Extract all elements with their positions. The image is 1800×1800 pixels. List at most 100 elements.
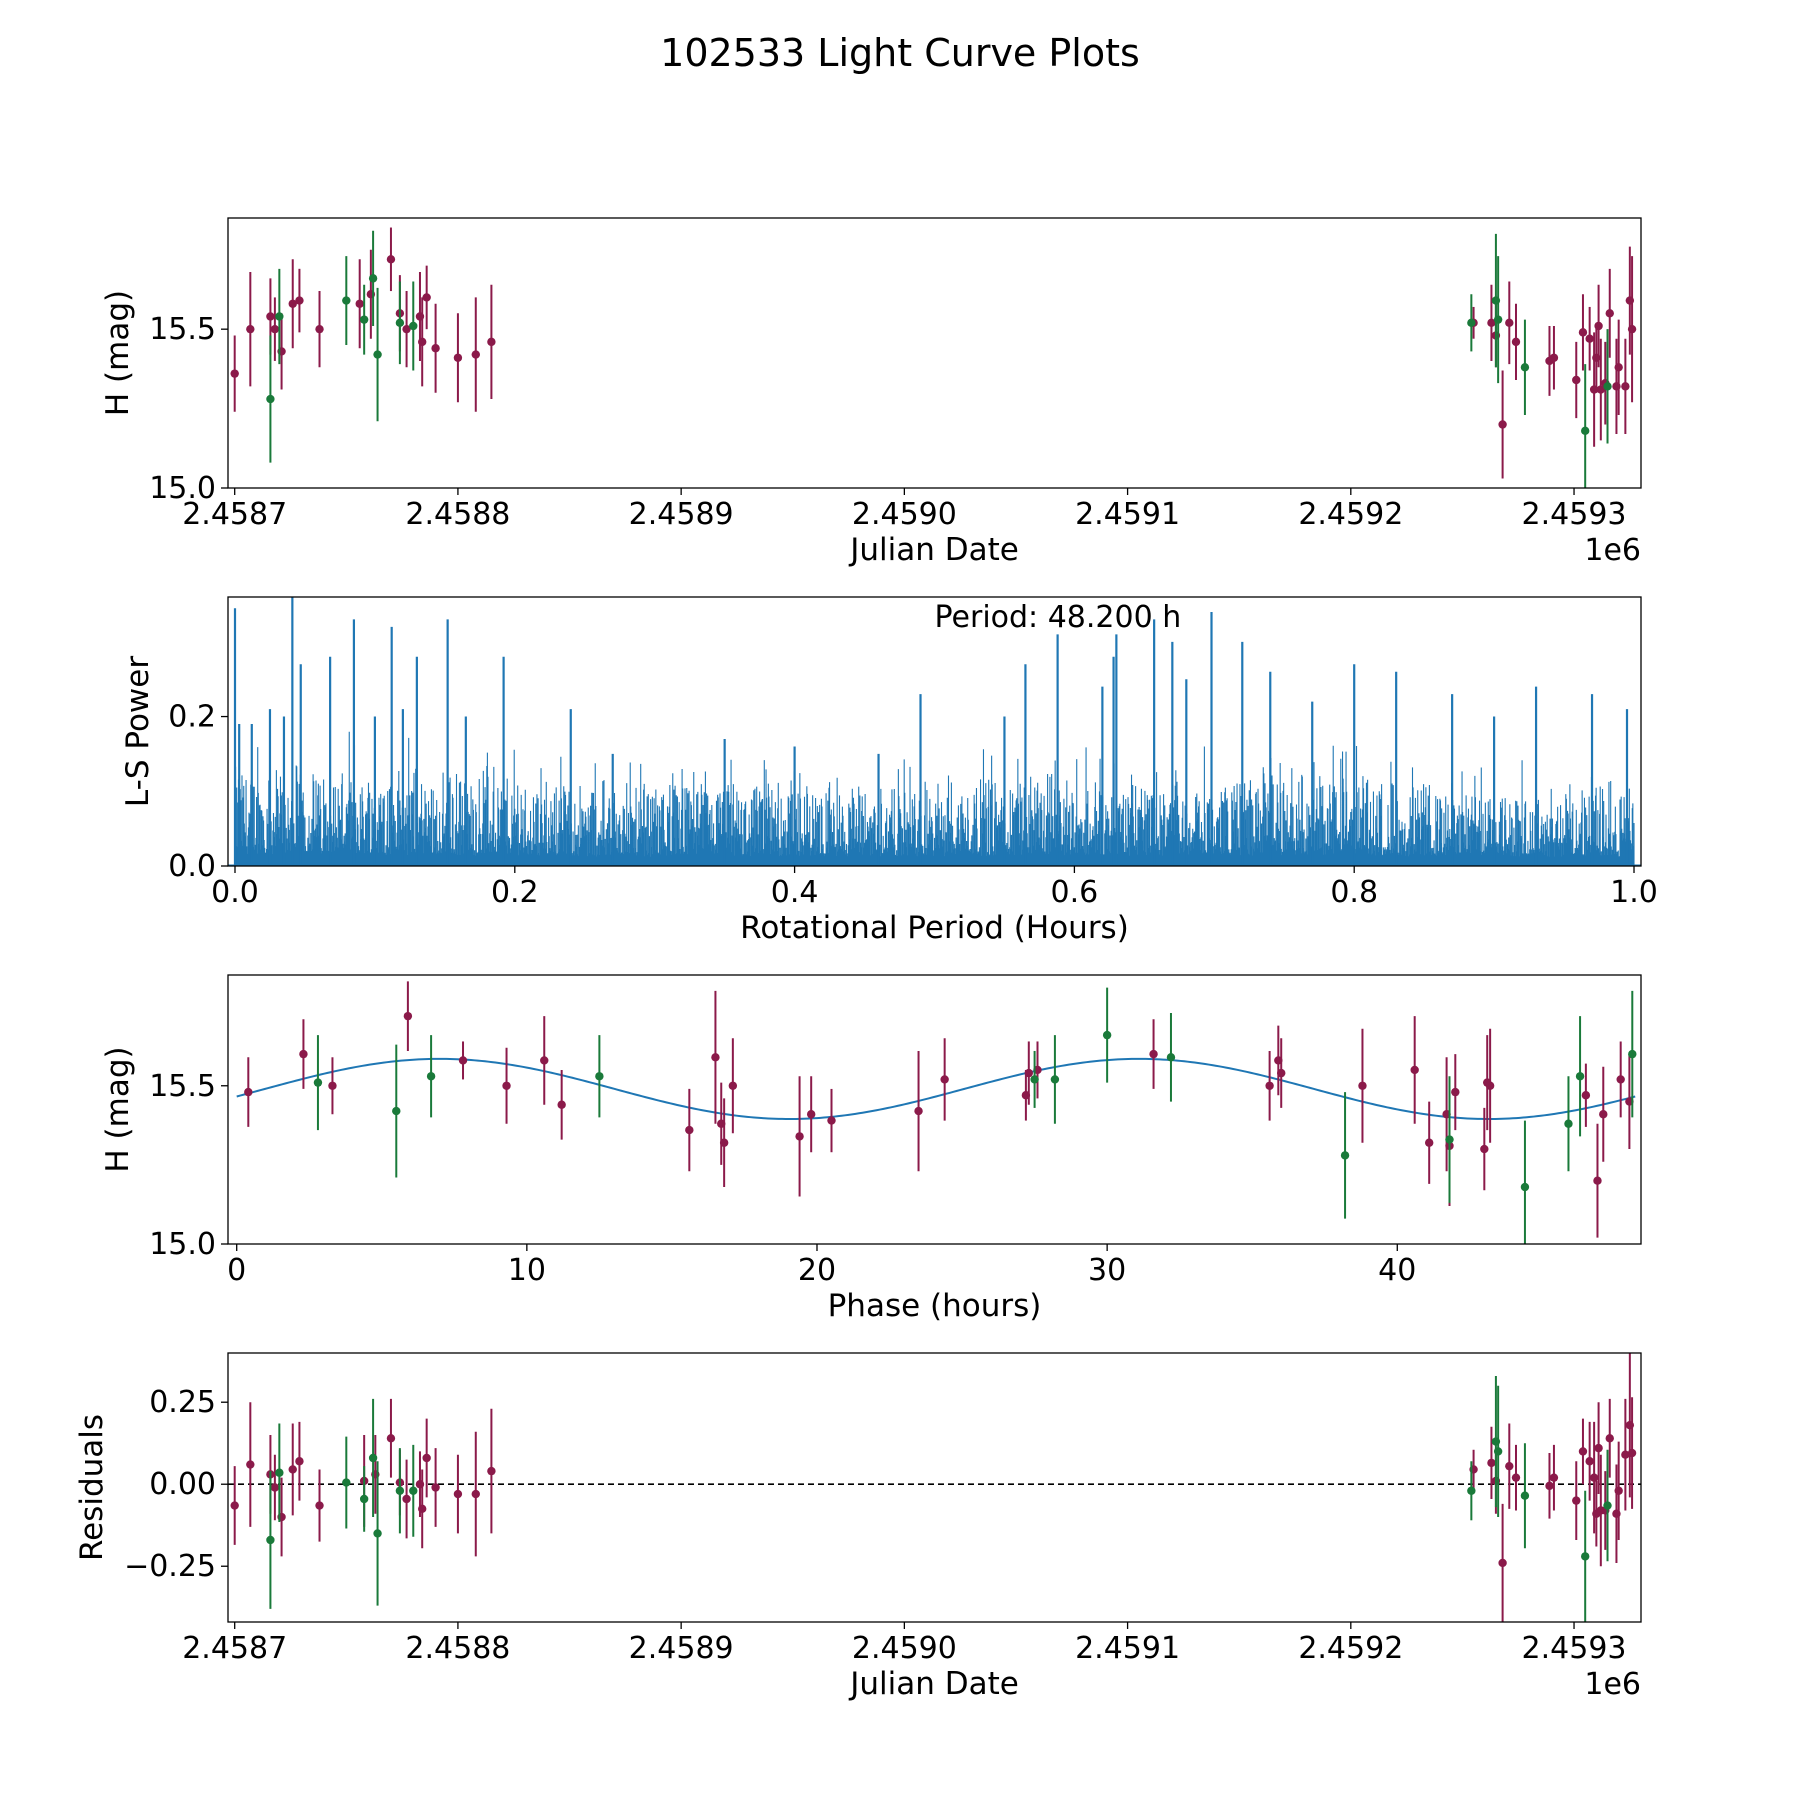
data-point: [246, 1460, 255, 1469]
x-axis-label: Julian Date: [848, 532, 1019, 568]
x-tick-label: 2.4593: [1522, 1631, 1627, 1666]
data-point: [386, 255, 396, 264]
data-point: [806, 1110, 816, 1119]
y-tick-label: 15.5: [149, 312, 216, 347]
data-point: [1580, 426, 1590, 436]
data-point: [1050, 1075, 1060, 1084]
y-tick-label: 15.0: [149, 471, 216, 506]
data-point: [1549, 353, 1559, 362]
x-tick-label: 0.4: [771, 875, 819, 910]
data-point: [1102, 1030, 1112, 1040]
data-point: [458, 1056, 468, 1065]
data-point: [266, 394, 275, 404]
data-point: [386, 1434, 396, 1443]
plot-area-periodogram: [228, 597, 1641, 866]
data-point: [328, 1081, 337, 1090]
axes-frame: [227, 596, 1642, 867]
data-point: [1580, 1552, 1590, 1561]
data-point: [1545, 1481, 1554, 1491]
data-point: [795, 1132, 804, 1141]
x-offset-label: 1e6: [1584, 1667, 1641, 1702]
data-point: [275, 1468, 284, 1477]
plot-area-phased: [236, 981, 1637, 1244]
data-point: [395, 318, 405, 328]
data-point: [392, 1106, 401, 1116]
panel-phased: 0 10 20 30 40 15.0 15.5 Phase (hours) H (mag): [100, 974, 1642, 1324]
data-point: [1599, 1110, 1608, 1119]
panel-residuals: 2.4587 2.4588 2.4589 2.4590 2.4591 2.4592 2.45…: [74, 1352, 1642, 1702]
data-point: [1485, 1081, 1495, 1090]
data-point: [1410, 1065, 1419, 1075]
data-point: [1505, 1461, 1514, 1471]
data-point: [373, 350, 382, 359]
data-point: [1149, 1049, 1158, 1059]
x-tick-label: 1.0: [1610, 875, 1658, 910]
data-point: [1589, 1473, 1599, 1482]
data-point: [1498, 420, 1507, 429]
data-point: [368, 1453, 378, 1463]
data-point: [295, 1457, 304, 1466]
data-point: [299, 1049, 308, 1059]
x-tick-label: 2.4592: [1298, 1631, 1403, 1666]
data-point: [403, 1011, 413, 1021]
data-point: [355, 299, 364, 308]
data-point: [1572, 375, 1581, 385]
data-point: [230, 1501, 239, 1510]
data-point: [315, 324, 324, 334]
data-point: [487, 337, 496, 347]
data-point: [402, 324, 411, 334]
x-tick-label: 2.4587: [182, 497, 287, 532]
data-point: [1575, 1072, 1585, 1081]
y-axis-label: H (mag): [100, 1046, 136, 1172]
data-point: [453, 353, 463, 362]
data-point: [1166, 1053, 1176, 1062]
data-point: [1596, 385, 1606, 394]
data-point: [1445, 1135, 1454, 1144]
x-axis-label: Julian Date: [848, 1666, 1019, 1702]
data-point: [1627, 324, 1637, 334]
data-point: [827, 1116, 836, 1125]
x-tick-label: 2.4593: [1522, 497, 1627, 532]
data-point: [1614, 1486, 1623, 1495]
data-point: [1520, 1491, 1530, 1500]
data-point: [728, 1081, 738, 1090]
data-point: [1594, 1443, 1603, 1453]
data-point: [266, 312, 275, 321]
data-point: [1628, 1049, 1637, 1059]
data-point: [342, 296, 351, 305]
data-point: [1265, 1081, 1274, 1090]
data-point: [409, 1486, 418, 1495]
data-point: [422, 1453, 431, 1463]
y-tick-label: 0.0: [168, 849, 216, 884]
data-point: [426, 1072, 436, 1081]
data-point: [1424, 1138, 1434, 1147]
x-tick-label: 2.4592: [1298, 497, 1403, 532]
y-tick-label: 0.2: [168, 700, 216, 735]
period-annotation: Period: 48.200 h: [935, 600, 1182, 635]
data-point: [1467, 318, 1476, 328]
axes-frame: [227, 1352, 1642, 1623]
axes-frame: [227, 974, 1642, 1245]
data-point: [940, 1075, 949, 1084]
y-axis-label: Residuals: [74, 1414, 110, 1561]
data-point: [288, 299, 297, 308]
data-point: [368, 274, 378, 283]
data-point: [1593, 1176, 1602, 1185]
data-point: [471, 350, 480, 359]
data-point: [431, 344, 440, 353]
data-point: [230, 369, 239, 378]
x-tick-label: 0.2: [491, 875, 539, 910]
x-tick-label: 2.4588: [405, 1631, 510, 1666]
x-axis-label: Phase (hours): [828, 1288, 1042, 1324]
y-tick-label: −0.25: [124, 1549, 216, 1584]
x-tick-label: 0: [227, 1253, 246, 1288]
data-point: [1585, 334, 1594, 343]
y-tick-label: 0.00: [149, 1467, 216, 1502]
data-point: [540, 1056, 549, 1065]
data-point: [295, 296, 304, 305]
x-tick-label: 2.4589: [629, 1631, 734, 1666]
data-point: [373, 1529, 382, 1538]
axes-frame: [227, 217, 1642, 489]
x-tick-label: 2.4587: [182, 1631, 287, 1666]
